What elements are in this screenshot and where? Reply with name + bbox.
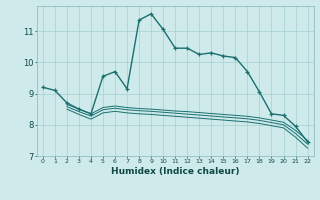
X-axis label: Humidex (Indice chaleur): Humidex (Indice chaleur) — [111, 167, 239, 176]
